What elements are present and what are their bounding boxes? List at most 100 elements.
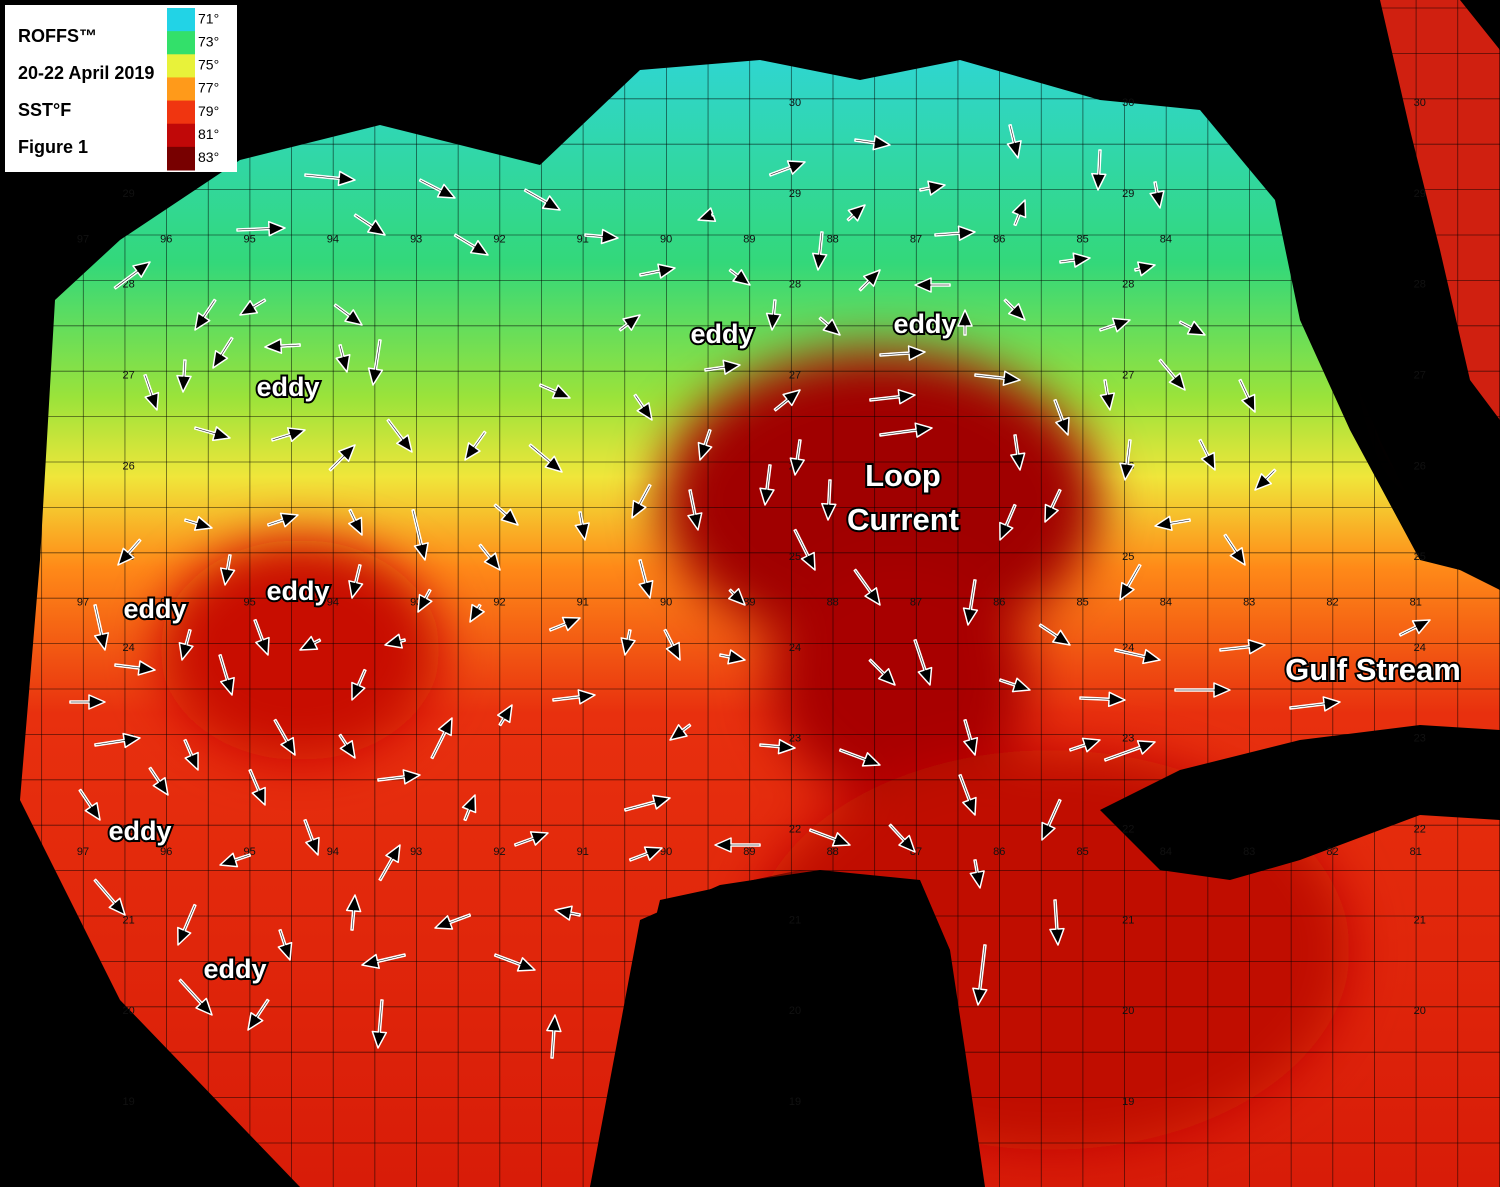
current-arrow [1010,434,1026,471]
current-arrow [538,383,571,399]
current-arrow [957,309,973,336]
current-arrow [461,794,477,822]
current-arrow [1198,438,1216,471]
current-arrow [367,339,384,386]
latitude-label: 22 [123,824,135,836]
current-arrow [178,978,213,1016]
latitude-label: 23 [1122,733,1134,745]
longitude-label: 81 [1410,846,1422,858]
longitude-label: 94 [327,597,339,609]
longitude-label: 93 [410,846,422,858]
longitude-label: 90 [660,846,672,858]
longitude-label: 92 [493,233,505,245]
current-arrow [888,823,916,853]
current-arrow [253,618,270,656]
latitude-label: 28 [1414,279,1426,291]
current-arrow [1174,682,1231,698]
current-arrow [793,528,816,571]
current-arrow [868,658,896,686]
latitude-label: 27 [123,370,135,382]
current-arrow [1398,619,1431,637]
latitude-label: 21 [789,914,801,926]
cuba [1100,725,1500,880]
current-arrow [93,878,126,916]
scale-swatch [167,8,195,32]
current-arrow [384,633,406,649]
current-arrow [1068,737,1101,753]
current-arrow [338,733,356,759]
current-arrow [248,768,266,806]
longitude-label: 88 [827,846,839,858]
current-arrow [303,818,320,856]
current-arrow [1114,648,1161,665]
latitude-label: 26 [1414,460,1426,472]
current-arrow [1149,181,1165,209]
current-arrow [546,1014,562,1059]
legend-title: ROFFS™ [18,26,97,46]
loop-current-label: Current [847,502,959,537]
current-arrow [719,649,746,665]
legend: ROFFS™ 20-22 April 2019 SST°F Figure 1 71° 73… [5,5,237,172]
longitude-label: 84 [1160,233,1172,245]
current-arrow [270,427,306,443]
current-arrow [353,213,386,236]
scale-label: 77° [198,80,219,96]
current-arrow [371,999,388,1049]
legend-title: SST°F [18,100,71,120]
current-arrow [972,944,988,1006]
scale-swatch [167,54,195,78]
current-arrow [1003,298,1026,321]
longitude-label: 83 [1243,597,1255,609]
latitude-label: 28 [789,279,801,291]
longitude-label: 90 [660,233,672,245]
longitude-label: 82 [1326,846,1338,858]
longitude-label: 91 [577,846,589,858]
current-arrow [697,428,713,461]
eddy-label: eddy [108,816,171,846]
latitude-label: 20 [1122,1005,1134,1017]
current-arrow [697,207,717,222]
current-arrow [335,343,351,373]
longitude-label: 97 [77,233,89,245]
current-arrow [469,603,485,623]
loop-current-label: Loop [865,458,941,493]
scale-swatch [167,146,195,171]
latitude-label: 19 [123,1096,135,1108]
current-arrow [430,717,453,760]
current-arrow [299,635,322,651]
current-arrow [1289,696,1341,712]
scale-label: 75° [198,57,219,73]
current-arrow [574,511,590,541]
gulf-stream-label: Gulf Stream [1285,652,1461,687]
current-arrow [1219,639,1266,655]
current-arrow [811,231,828,271]
current-arrow [378,844,401,882]
latitude-label: 26 [123,460,135,472]
current-arrow [117,538,142,566]
current-arrow [333,303,363,326]
current-arrow [618,314,641,332]
current-arrow [821,479,837,521]
current-arrow [853,568,881,606]
current-arrow [1011,199,1027,227]
scale-swatch [167,100,195,125]
current-arrow [639,263,676,279]
scale-label: 79° [198,103,219,119]
current-arrow [478,543,501,571]
current-arrow [528,443,563,473]
current-arrow [584,228,619,245]
current-arrow [934,225,976,241]
current-arrow [869,389,916,405]
longitude-label: 85 [1076,597,1088,609]
current-arrow [183,515,213,531]
current-arrow [704,359,741,375]
longitude-label: 97 [77,597,89,609]
current-arrow [687,489,703,531]
scale-swatch [167,31,195,55]
current-arrow [1006,124,1022,159]
current-arrow [1238,378,1256,413]
latitude-label: 25 [1122,551,1134,563]
current-arrow [663,628,681,661]
legend-title: Figure 1 [18,137,88,157]
